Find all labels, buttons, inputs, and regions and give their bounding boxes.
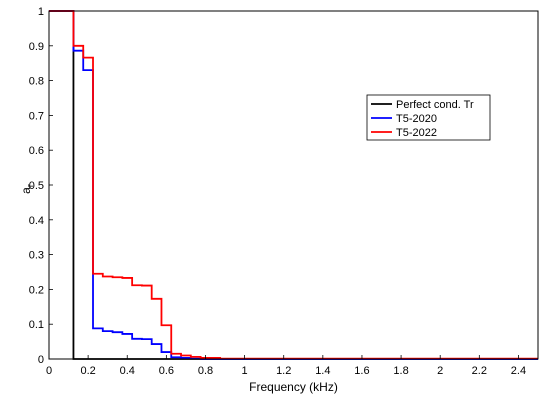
y-tick-label: 0.5 — [29, 180, 44, 192]
series-line-2 — [49, 10, 538, 360]
y-axis-title-subscript: r — [25, 184, 35, 187]
series-line-1 — [49, 10, 538, 360]
legend: Perfect cond. Tr T5-2020 T5-2022 — [366, 94, 491, 141]
y-tick-label: 0.3 — [29, 250, 44, 262]
legend-label-2: T5-2020 — [396, 113, 437, 125]
x-tick-label: 1.4 — [315, 365, 330, 377]
y-tick-label: 0.6 — [29, 145, 44, 157]
y-tick-label: 0.8 — [29, 76, 44, 88]
ticks-layer: 0 0.2 0.4 0.6 0.8 1 1.2 1.4 1.6 1.8 2 2.2 2.4 0 0.1 0.2… — [29, 6, 526, 377]
x-tick-label: 1.2 — [276, 365, 291, 377]
x-axis-title: Frequency (kHz) — [249, 380, 338, 394]
x-tick-label: 2.2 — [472, 365, 487, 377]
x-tick-label: 0.6 — [159, 365, 174, 377]
x-tick-label: 0 — [46, 365, 52, 377]
y-axis-title: ar — [19, 184, 35, 194]
y-tick-label: 0.1 — [29, 319, 44, 331]
y-tick-label: 0.2 — [29, 284, 44, 296]
x-tick-label: 1.6 — [354, 365, 369, 377]
y-tick-label: 1 — [38, 6, 44, 18]
x-tick-label: 1 — [242, 365, 248, 377]
legend-label-1: Perfect cond. Tr — [396, 99, 474, 111]
y-tick-label: 0 — [38, 354, 44, 366]
x-tick-label: 0.4 — [120, 365, 135, 377]
x-tick-label: 0.8 — [198, 365, 213, 377]
x-tick-label: 1.8 — [393, 365, 408, 377]
plot-frame — [48, 10, 539, 360]
y-axis-title-main: a — [19, 187, 33, 194]
series-line-3 — [49, 10, 538, 360]
x-tick-label: 2 — [437, 365, 443, 377]
y-tick-label: 0.9 — [29, 41, 44, 53]
y-tick-label: 0.4 — [29, 215, 44, 227]
y-tick-label: 0.7 — [29, 110, 44, 122]
series-layer — [49, 10, 538, 360]
legend-label-3: T5-2022 — [396, 127, 437, 139]
x-tick-label: 2.4 — [511, 365, 526, 377]
x-tick-label: 0.2 — [80, 365, 95, 377]
